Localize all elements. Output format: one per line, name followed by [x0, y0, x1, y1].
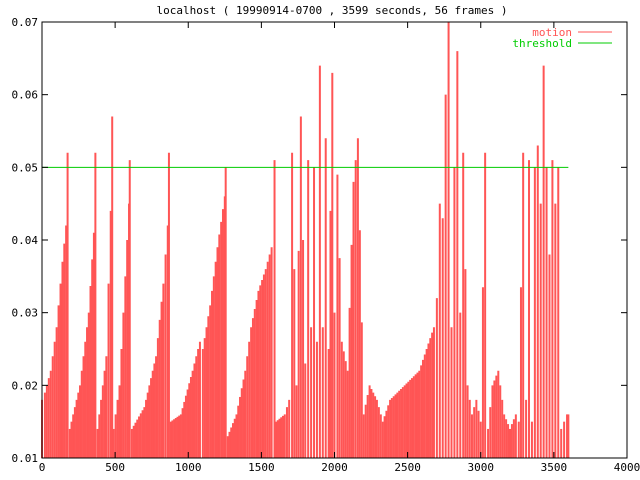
x-tick-label: 4000	[614, 461, 640, 474]
x-tick-label: 3500	[541, 461, 568, 474]
y-tick-label: 0.04	[12, 234, 39, 247]
y-tick-label: 0.07	[12, 16, 39, 29]
y-tick-label: 0.03	[12, 307, 39, 320]
y-tick-label: 0.02	[12, 379, 39, 392]
x-tick-label: 2000	[321, 461, 348, 474]
x-tick-label: 3000	[468, 461, 495, 474]
x-tick-label: 1000	[175, 461, 202, 474]
plot-axes: 0 500 1000 1500 2000 2500 3000 3500 4000 0.01 0.02…	[12, 16, 640, 474]
y-tick-label: 0.05	[12, 161, 39, 174]
plot-marks	[41, 22, 570, 458]
x-tick-label: 0	[39, 461, 46, 474]
x-tick-label: 1500	[248, 461, 275, 474]
chart-title: localhost ( 19990914-0700 , 3599 seconds…	[157, 4, 508, 17]
x-tick-label: 2500	[394, 461, 421, 474]
y-tick-label: 0.01	[12, 452, 39, 465]
legend-label-threshold: threshold	[512, 37, 572, 50]
x-tick-label: 500	[105, 461, 125, 474]
motion-impulses	[41, 22, 570, 458]
y-tick-label: 0.06	[12, 89, 39, 102]
legend-label-motion: motion	[532, 26, 572, 39]
